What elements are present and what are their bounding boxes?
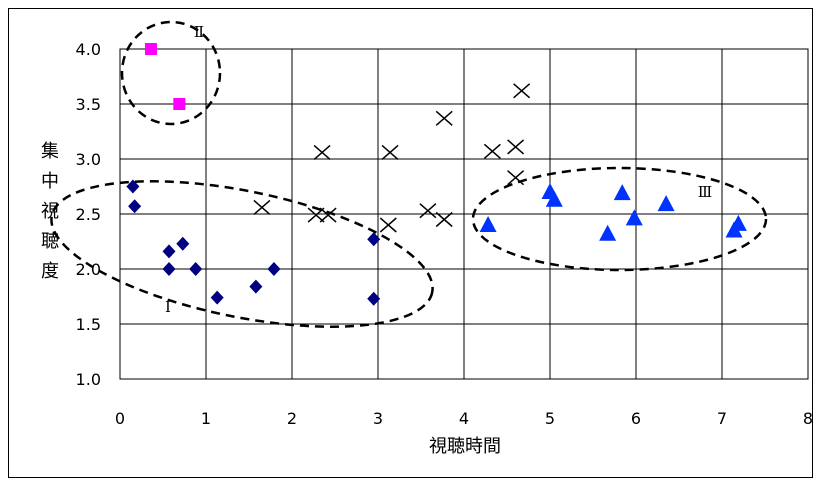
y-tick-label: 2.5: [76, 205, 101, 224]
diamond-point: [367, 232, 381, 247]
diamond-point: [267, 262, 281, 276]
y-tick-label: 2.0: [76, 260, 101, 279]
y-tick-label: 4.0: [76, 40, 101, 59]
y-axis-label: 集中視聴度: [38, 141, 59, 291]
x-tick-label: 5: [545, 409, 555, 428]
cross-point: [435, 211, 453, 228]
group-label: Ⅲ: [698, 183, 712, 201]
cross-point: [513, 83, 531, 99]
square-series: [144, 43, 186, 110]
cross-point: [507, 139, 525, 155]
square-point: [173, 98, 186, 110]
plot-area: [119, 48, 809, 380]
diamond-point: [162, 262, 176, 276]
diamond-point: [249, 279, 263, 294]
cross-series: [253, 83, 531, 233]
group-label: Ⅱ: [194, 23, 204, 41]
group-ellipse: [120, 20, 222, 126]
x-tick-label: 4: [459, 409, 469, 428]
y-axis-ticks: 1.0 1.5 2.0 2.5 3.0 3.5 4.0: [76, 40, 101, 389]
x-tick-label: 7: [717, 409, 727, 428]
cross-point: [379, 217, 397, 233]
chart-border: [8, 8, 813, 478]
y-tick-label: 1.0: [76, 370, 101, 389]
diamond-point: [176, 236, 190, 251]
triangle-series: [479, 183, 747, 241]
data-points: [126, 43, 747, 306]
x-tick-label: 3: [373, 409, 383, 428]
triangle-point: [625, 209, 643, 226]
cross-point: [253, 199, 271, 215]
diamond-series: [126, 179, 381, 306]
x-tick-label: 2: [287, 409, 297, 428]
x-tick-label: 6: [631, 409, 641, 428]
y-tick-label: 1.5: [76, 315, 101, 334]
cross-point: [307, 207, 325, 223]
group-label: Ⅰ: [165, 298, 171, 316]
triangle-point: [545, 190, 563, 207]
triangle-point: [599, 224, 617, 241]
group-ellipse: [471, 166, 768, 272]
x-axis-label: 視聴時間: [429, 436, 501, 457]
y-tick-label: 3.0: [76, 150, 101, 169]
square-point: [144, 43, 157, 55]
triangle-point: [613, 184, 631, 201]
x-tick-label: 1: [201, 409, 211, 428]
triangle-point: [657, 195, 675, 212]
x-tick-label: 8: [803, 409, 813, 428]
diamond-point: [126, 179, 140, 194]
x-axis-ticks: 0 1 2 3 4 5 6 7 8: [115, 409, 813, 428]
cross-point: [483, 143, 501, 159]
diamond-point: [189, 262, 203, 276]
cross-point: [319, 207, 337, 223]
x-tick-label: 0: [115, 409, 125, 428]
diamond-point: [367, 291, 381, 306]
y-tick-label: 3.5: [76, 95, 101, 114]
group-ellipse: [50, 180, 434, 328]
triangle-point: [479, 216, 497, 232]
diamond-point: [210, 290, 224, 305]
cross-point: [419, 203, 437, 219]
cross-point: [435, 110, 453, 126]
diamond-point: [162, 244, 176, 259]
cross-point: [381, 144, 399, 160]
triangle-point: [729, 214, 747, 231]
cross-point: [313, 144, 331, 160]
group-annotations: Ⅰ Ⅱ Ⅲ: [50, 20, 768, 328]
diamond-point: [128, 199, 142, 214]
